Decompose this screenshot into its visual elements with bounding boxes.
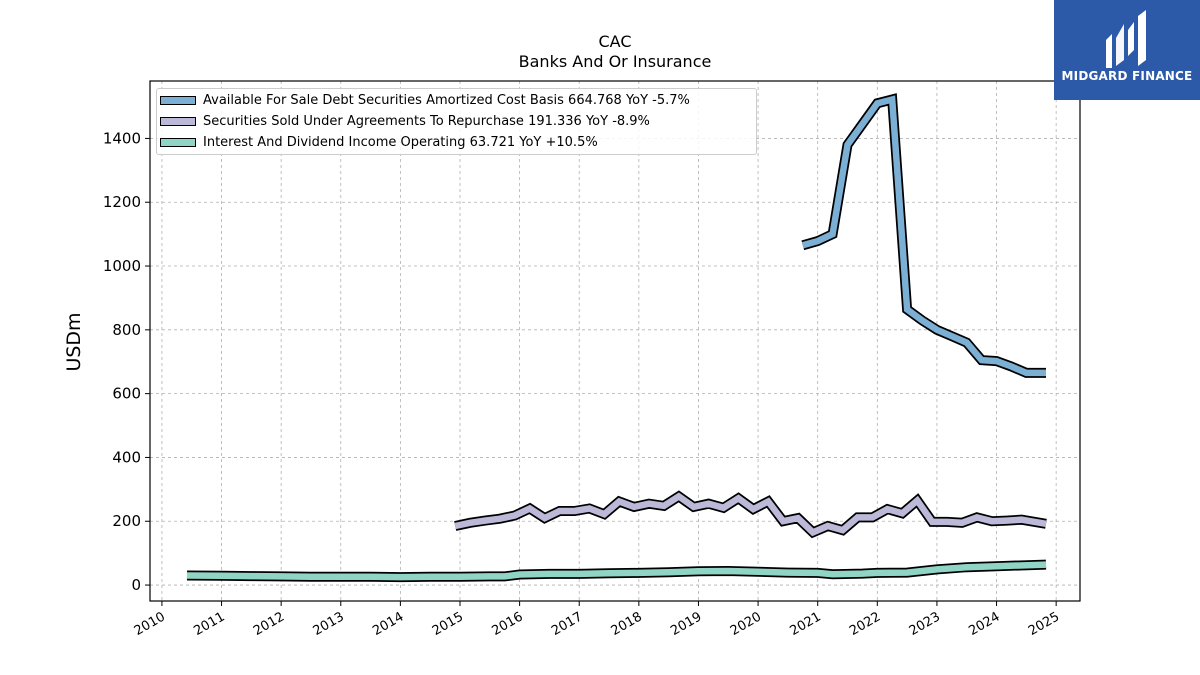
- x-tick-label: 2016: [489, 609, 525, 639]
- legend-swatch: [160, 117, 196, 126]
- x-tick-label: 2012: [251, 609, 287, 639]
- legend-label: Securities Sold Under Agreements To Repu…: [203, 114, 650, 129]
- y-tick-label: 1400: [103, 129, 141, 147]
- x-tick-label: 2022: [847, 609, 883, 639]
- legend-swatch: [160, 96, 196, 105]
- x-tick-label: 2025: [1026, 609, 1062, 639]
- chart-subtitle: Banks And Or Insurance: [518, 52, 712, 71]
- chart-title: CAC: [598, 32, 632, 51]
- series-layer: [186, 93, 1047, 583]
- x-axis: 2010 2011 2012 2013 2014 2015 2016 2017 2018 2019…: [132, 601, 1062, 639]
- midgard-logo-mark-icon: [1106, 10, 1146, 68]
- plot-frame: [149, 80, 1081, 602]
- y-tick-label: 800: [112, 321, 141, 339]
- x-tick-label: 2017: [549, 609, 585, 639]
- y-tick-label: 600: [112, 385, 141, 403]
- x-tick-label: 2021: [788, 609, 824, 639]
- x-tick-label: 2015: [430, 609, 466, 639]
- y-tick-label: 400: [112, 448, 141, 466]
- series-outline-0: [801, 93, 1046, 378]
- legend-label: Available For Sale Debt Securities Amort…: [203, 93, 690, 108]
- series-line-1: [454, 492, 1047, 537]
- x-tick-label: 2010: [132, 609, 168, 639]
- x-tick-label: 2023: [907, 609, 943, 639]
- x-tick-label: 2024: [966, 609, 1002, 639]
- x-tick-label: 2011: [191, 609, 227, 639]
- x-tick-label: 2020: [728, 609, 764, 639]
- brand-name: MIDGARD FINANCE: [1061, 69, 1193, 83]
- x-tick-label: 2019: [668, 609, 704, 639]
- x-tick-label: 2013: [311, 609, 347, 639]
- y-tick-label: 1000: [103, 257, 141, 275]
- series-line-0: [801, 95, 1046, 377]
- x-tick-label: 2014: [370, 609, 406, 639]
- legend-label: Interest And Dividend Income Operating 6…: [203, 135, 598, 150]
- legend-swatch: [160, 138, 196, 147]
- y-tick-label: 1200: [103, 193, 141, 211]
- y-axis-label: USDm: [63, 312, 85, 371]
- y-tick-label: 200: [112, 512, 141, 530]
- brand-logo: MIDGARD FINANCE: [1054, 0, 1200, 100]
- y-tick-label: 0: [131, 576, 141, 594]
- x-tick-label: 2018: [609, 609, 645, 639]
- chart-legend: Available For Sale Debt Securities Amort…: [156, 88, 757, 155]
- y-axis: 0 200 400 600 800 1000 1200 1400: [103, 129, 150, 594]
